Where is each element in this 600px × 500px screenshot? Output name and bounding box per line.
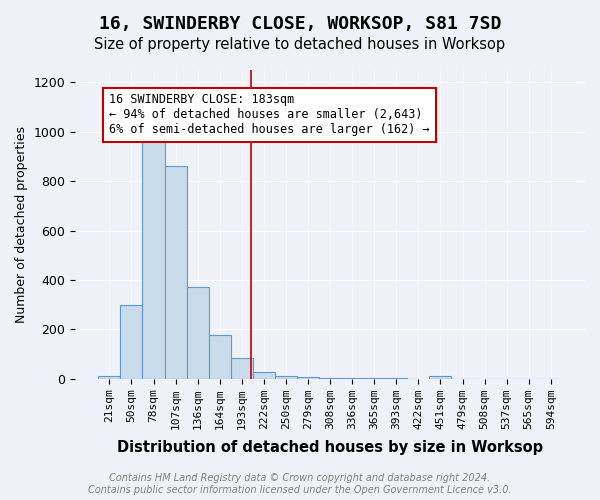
X-axis label: Distribution of detached houses by size in Worksop: Distribution of detached houses by size … [117, 440, 543, 455]
Y-axis label: Number of detached properties: Number of detached properties [15, 126, 28, 323]
Bar [121, 304, 142, 378]
Text: 16, SWINDERBY CLOSE, WORKSOP, S81 7SD: 16, SWINDERBY CLOSE, WORKSOP, S81 7SD [99, 15, 501, 33]
Text: Size of property relative to detached houses in Worksop: Size of property relative to detached ho… [94, 38, 506, 52]
Bar [430, 376, 451, 378]
Text: Contains HM Land Registry data © Crown copyright and database right 2024.
Contai: Contains HM Land Registry data © Crown c… [88, 474, 512, 495]
Bar [209, 336, 231, 378]
Bar [231, 358, 253, 378]
Bar [98, 376, 121, 378]
Bar [142, 138, 164, 378]
Bar [164, 166, 187, 378]
Bar [187, 288, 209, 378]
Text: 16 SWINDERBY CLOSE: 183sqm
← 94% of detached houses are smaller (2,643)
6% of se: 16 SWINDERBY CLOSE: 183sqm ← 94% of deta… [109, 94, 430, 136]
Bar [253, 372, 275, 378]
Bar [275, 376, 297, 378]
